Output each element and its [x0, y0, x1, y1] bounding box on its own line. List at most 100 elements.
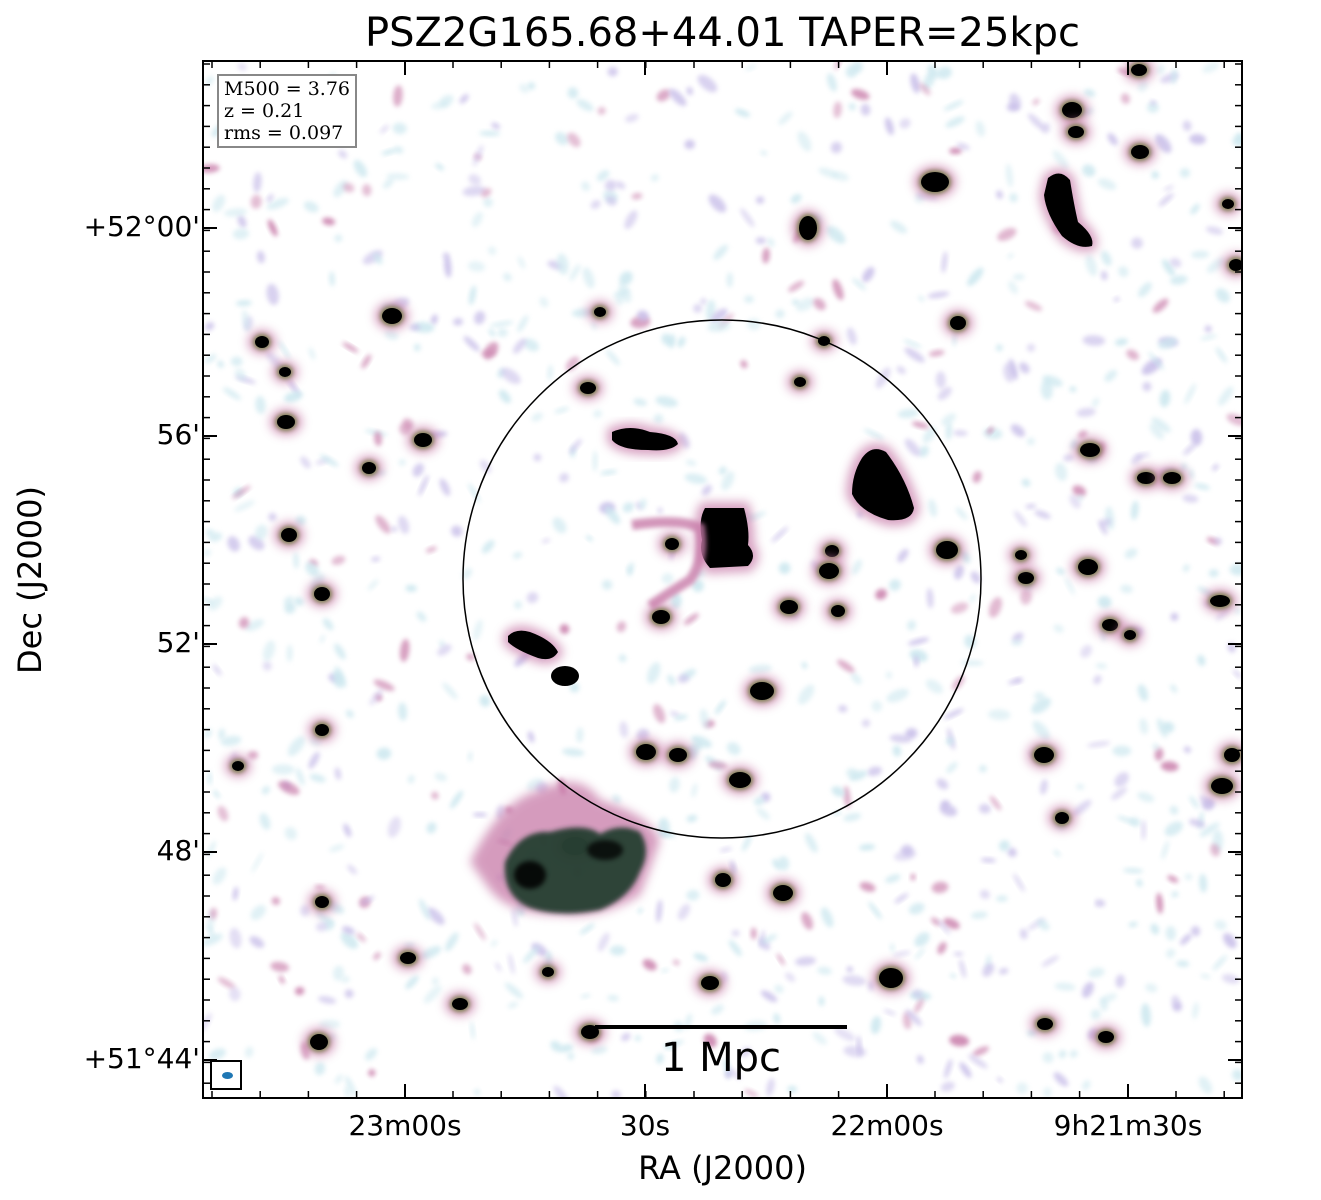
noise-speck: [531, 412, 543, 422]
noise-speck: [555, 132, 569, 146]
noise-speck: [1055, 462, 1068, 481]
noise-speck: [734, 108, 751, 118]
noise-speck: [449, 790, 464, 809]
noise-speck: [1169, 805, 1179, 815]
noise-speck: [755, 237, 766, 245]
noise-speck: [713, 244, 728, 261]
noise-speck: [287, 736, 305, 757]
noise-speck: [846, 768, 858, 778]
noise-speck: [624, 210, 638, 230]
noise-speck: [205, 529, 214, 537]
compact-source: [400, 952, 416, 964]
noise-speck: [943, 100, 964, 111]
noise-speck: [843, 812, 862, 822]
compact-source: [831, 605, 845, 617]
noise-speck: [253, 172, 262, 193]
noise-speck: [890, 220, 908, 234]
noise-speck: [1054, 982, 1076, 991]
compact-source: [594, 307, 606, 317]
noise-speck: [1107, 133, 1118, 146]
noise-speck: [234, 500, 255, 512]
noise-speck: [1204, 325, 1212, 333]
noise-speck: [384, 329, 399, 341]
noise-speck: [1156, 64, 1165, 75]
noise-speck: [1120, 584, 1133, 594]
noise-speck: [631, 192, 643, 200]
noise-speck: [892, 950, 911, 957]
ytick-label: +51°44': [83, 1042, 200, 1075]
noise-speck: [592, 450, 598, 472]
noise-speck: [601, 579, 613, 590]
noise-speck: [667, 674, 676, 686]
noise-speck: [714, 700, 726, 715]
noise-speck: [678, 432, 690, 449]
noise-speck: [585, 535, 593, 542]
noise-speck: [250, 194, 262, 209]
noise-speck: [220, 735, 242, 747]
noise-speck: [927, 64, 937, 74]
noise-speck: [255, 524, 268, 541]
noise-speck: [399, 638, 410, 662]
noise-speck: [750, 927, 757, 940]
noise-speck: [1101, 250, 1112, 266]
noise-speck: [677, 903, 691, 921]
noise-speck: [267, 219, 278, 237]
noise-speck: [369, 688, 383, 706]
noise-speck: [639, 498, 647, 510]
noise-speck: [1064, 576, 1075, 595]
noise-speck: [1134, 452, 1151, 459]
noise-speck: [1072, 799, 1092, 817]
noise-speck: [207, 840, 216, 858]
noise-speck: [552, 517, 567, 534]
noise-speck: [607, 994, 619, 1002]
noise-speck: [1116, 815, 1137, 825]
noise-speck: [760, 150, 768, 156]
noise-speck: [1162, 259, 1175, 277]
noise-speck: [935, 371, 946, 389]
compact-source: [794, 377, 806, 387]
noise-speck: [936, 778, 949, 790]
compact-source: [825, 545, 839, 557]
noise-speck: [361, 354, 372, 369]
noise-speck: [483, 197, 493, 208]
noise-speck: [329, 271, 335, 287]
noise-speck: [405, 975, 419, 990]
noise-speck: [686, 814, 698, 823]
noise-speck: [870, 1016, 882, 1035]
noise-speck: [1032, 720, 1050, 741]
noise-speck: [1158, 337, 1178, 349]
noise-speck: [244, 1046, 254, 1058]
noise-speck: [270, 961, 290, 972]
noise-speck: [262, 661, 272, 671]
noise-speck: [382, 178, 394, 189]
filament: [631, 517, 707, 611]
compact-source: [315, 724, 329, 736]
compact-source: [1078, 559, 1098, 575]
noise-speck: [526, 592, 539, 604]
plot-frame: [202, 60, 1243, 1099]
noise-speck: [232, 228, 250, 240]
noise-speck: [343, 183, 355, 193]
noise-speck: [1190, 926, 1201, 937]
noise-speck: [907, 637, 930, 646]
noise-speck: [946, 761, 958, 774]
noise-speck: [621, 1032, 631, 1042]
noise-speck: [1130, 500, 1139, 520]
compact-source: [1055, 812, 1069, 824]
noise-speck: [838, 705, 848, 713]
noise-speck: [495, 962, 502, 972]
compact-source: [1137, 472, 1155, 484]
noise-speck: [1221, 974, 1240, 984]
xtick-label: 9h21m30s: [1053, 1109, 1203, 1142]
noise-speck: [826, 73, 838, 92]
noise-speck: [365, 1048, 378, 1061]
noise-speck: [1098, 519, 1108, 535]
noise-speck: [230, 356, 243, 367]
compact-source: [279, 367, 291, 377]
noise-speck: [580, 993, 591, 999]
noise-speck: [975, 120, 986, 137]
noise-speck: [1205, 226, 1224, 235]
compact-source: [1229, 259, 1242, 271]
noise-speck: [1026, 437, 1035, 446]
noise-speck: [472, 144, 484, 167]
